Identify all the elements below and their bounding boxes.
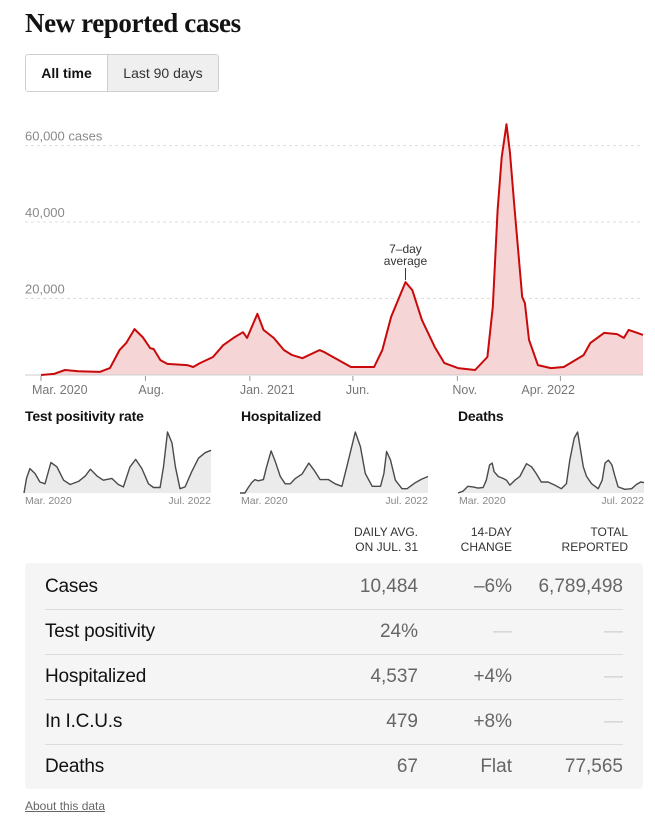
x-tick-label: Aug. bbox=[138, 383, 164, 397]
page-title: New reported cases bbox=[25, 8, 241, 38]
column-header-line: on Jul. 31 bbox=[355, 540, 418, 554]
daily-avg-value: 479 bbox=[386, 711, 418, 732]
table-row-hospitalized: Hospitalized 4,537 +4% — bbox=[45, 655, 623, 700]
total-reported-value: — bbox=[604, 666, 623, 687]
x-tick-label: Mar. 2020 bbox=[32, 383, 88, 397]
row-label: In I.C.U.s bbox=[45, 711, 123, 732]
cases-line bbox=[40, 123, 644, 376]
row-label: Hospitalized bbox=[45, 666, 147, 687]
total-reported-value: 6,789,498 bbox=[538, 576, 623, 597]
total-reported-value: 77,565 bbox=[564, 756, 623, 777]
last-90-days-button[interactable]: Last 90 days bbox=[107, 55, 218, 91]
small-multiple-charts: Mar. 2020 Jul. 2022 Mar. 2020 Jul. 2022 Mar.… bbox=[23, 431, 645, 507]
daily-avg-value: 4,537 bbox=[370, 666, 418, 687]
column-header-daily-avg: Daily avg. on Jul. 31 bbox=[318, 525, 418, 555]
hospitalized-chart-title: Hospitalized bbox=[241, 408, 322, 424]
y-tick-label: 20,000 bbox=[25, 282, 65, 297]
daily-avg-value: 10,484 bbox=[359, 576, 418, 597]
y-tick-label: 40,000 bbox=[25, 205, 65, 220]
cases-area-fill bbox=[41, 124, 643, 375]
column-header-14day-change: 14-day change bbox=[418, 525, 512, 555]
change-14day-value: — bbox=[493, 621, 512, 642]
column-header-total-reported: Total reported bbox=[512, 525, 628, 555]
x-tick-label: Jun. bbox=[346, 383, 370, 397]
row-label: Deaths bbox=[45, 756, 105, 777]
x-start-label: Mar. 2020 bbox=[241, 495, 288, 507]
x-tick-label: Nov. bbox=[452, 383, 477, 397]
x-start-label: Mar. 2020 bbox=[459, 495, 506, 507]
deaths-line bbox=[457, 431, 645, 494]
hospitalized-line bbox=[240, 431, 429, 494]
table-header-spacer bbox=[45, 525, 318, 555]
all-time-button[interactable]: All time bbox=[26, 55, 107, 91]
test-positivity-line bbox=[23, 431, 212, 494]
row-label: Cases bbox=[45, 576, 98, 597]
column-header-line: Daily avg. bbox=[353, 525, 418, 539]
total-reported-value: — bbox=[604, 621, 623, 642]
column-header-line: 14-day bbox=[470, 525, 512, 539]
summary-table: Cases 10,484 –6% 6,789,498 Test positivi… bbox=[25, 563, 643, 789]
table-row-test-positivity: Test positivity 24% — — bbox=[45, 610, 623, 655]
column-header-line: Total bbox=[590, 525, 628, 539]
table-row-icu: In I.C.U.s 479 +8% — bbox=[45, 700, 623, 745]
test-positivity-area-fill bbox=[24, 432, 211, 493]
change-14day-value: –6% bbox=[473, 576, 512, 597]
column-header-line: change bbox=[460, 540, 512, 554]
change-14day-value: +4% bbox=[473, 666, 512, 687]
deaths-area-fill bbox=[458, 432, 644, 493]
table-row-deaths: Deaths 67 Flat 77,565 bbox=[45, 745, 623, 789]
time-range-toggle: All time Last 90 days bbox=[25, 54, 219, 92]
x-end-label: Jul. 2022 bbox=[168, 495, 211, 507]
daily-avg-value: 67 bbox=[396, 756, 418, 777]
table-row-cases: Cases 10,484 –6% 6,789,498 bbox=[45, 565, 623, 610]
column-header-line: reported bbox=[561, 540, 628, 554]
annotation-text: 7–day bbox=[389, 242, 422, 256]
annotation-text: average bbox=[384, 254, 428, 268]
total-reported-value: — bbox=[604, 711, 623, 732]
daily-avg-value: 24% bbox=[379, 621, 418, 642]
x-end-label: Jul. 2022 bbox=[385, 495, 428, 507]
cases-area-chart: 20,000 40,000 60,000 cases Mar. 2020 Aug. Jan… bbox=[25, 123, 644, 397]
about-this-data-link[interactable]: About this data bbox=[25, 799, 106, 813]
table-header: Daily avg. on Jul. 31 14-day change Tota… bbox=[25, 525, 643, 555]
change-14day-value: +8% bbox=[473, 711, 512, 732]
x-tick-label: Jan. 2021 bbox=[240, 383, 295, 397]
x-tick-label: Apr. 2022 bbox=[521, 383, 575, 397]
x-start-label: Mar. 2020 bbox=[25, 495, 72, 507]
change-14day-value: Flat bbox=[480, 756, 512, 777]
deaths-chart-title: Deaths bbox=[458, 408, 504, 424]
test-positivity-chart-title: Test positivity rate bbox=[25, 408, 144, 424]
row-label: Test positivity bbox=[45, 621, 155, 642]
x-end-label: Jul. 2022 bbox=[601, 495, 644, 507]
y-tick-label: 60,000 cases bbox=[25, 129, 103, 144]
